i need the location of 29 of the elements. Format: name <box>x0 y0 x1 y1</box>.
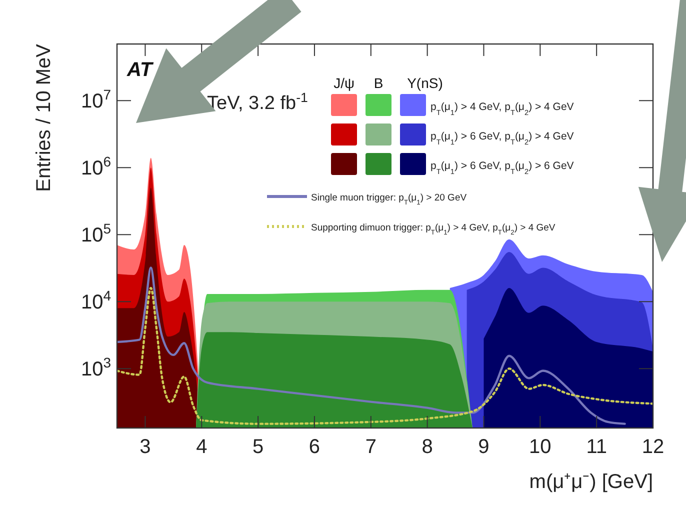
legend-label: Single muon trigger: p$_{T}$(μ$_{1}$) > 20 GeV <box>311 192 468 206</box>
x-tick-label: 10 <box>529 436 552 458</box>
x-tick-label: 9 <box>478 436 490 458</box>
x-tick-label: 8 <box>422 436 433 458</box>
annotation: J/ψ <box>334 75 354 91</box>
y-tick-label: 10$^{7}$ <box>80 86 112 113</box>
text: p$_{T}$(μ$_{1}$) > 4 GeV, p$_{T}$(μ$_{2}$) > 4 GeV <box>430 101 574 116</box>
line-series <box>117 286 653 425</box>
x-tick-label: 3 <box>140 436 151 458</box>
y-axis-title: Entries / 10 MeV <box>33 43 55 192</box>
x-tick-label: 5 <box>252 436 264 458</box>
y-tick-label: 10$^{6}$ <box>80 154 112 180</box>
text: Supporting dimuon trigger: p$_{T}$(μ$_{1}$) > 4 GeV, p$_{T}$(μ$_{2}$) > 4 GeV <box>311 222 556 236</box>
x-tick-label: 6 <box>308 436 320 458</box>
annotation: AT <box>126 59 154 81</box>
x-axis-title: m(μ⁺μ⁻) [GeV] <box>529 471 653 493</box>
y-tick-label: 10$^{5}$ <box>80 220 112 247</box>
x-tick-label: 7 <box>365 436 376 458</box>
annotation: Υ(nS) <box>407 75 443 91</box>
y-tick-label: 10$^{4}$ <box>80 288 112 314</box>
line-series <box>117 266 626 425</box>
text: p$_{T}$(μ$_{1}$) > 6 GeV, p$_{T}$(μ$_{2}$) > 4 GeV <box>430 130 574 146</box>
annotation: B <box>374 75 384 91</box>
x-tick-label: 12 <box>642 436 664 458</box>
annotation: TeV, 3.2 fb$^{-1}$ <box>207 90 308 114</box>
x-tick-label: 11 <box>586 436 607 458</box>
y-tick-label: 10$^{3}$ <box>80 354 112 381</box>
text: p$_{T}$(μ$_{1}$) > 6 GeV, p$_{T}$(μ$_{2}$) > 6 GeV <box>430 160 574 176</box>
x-tick-label: 4 <box>196 436 208 458</box>
